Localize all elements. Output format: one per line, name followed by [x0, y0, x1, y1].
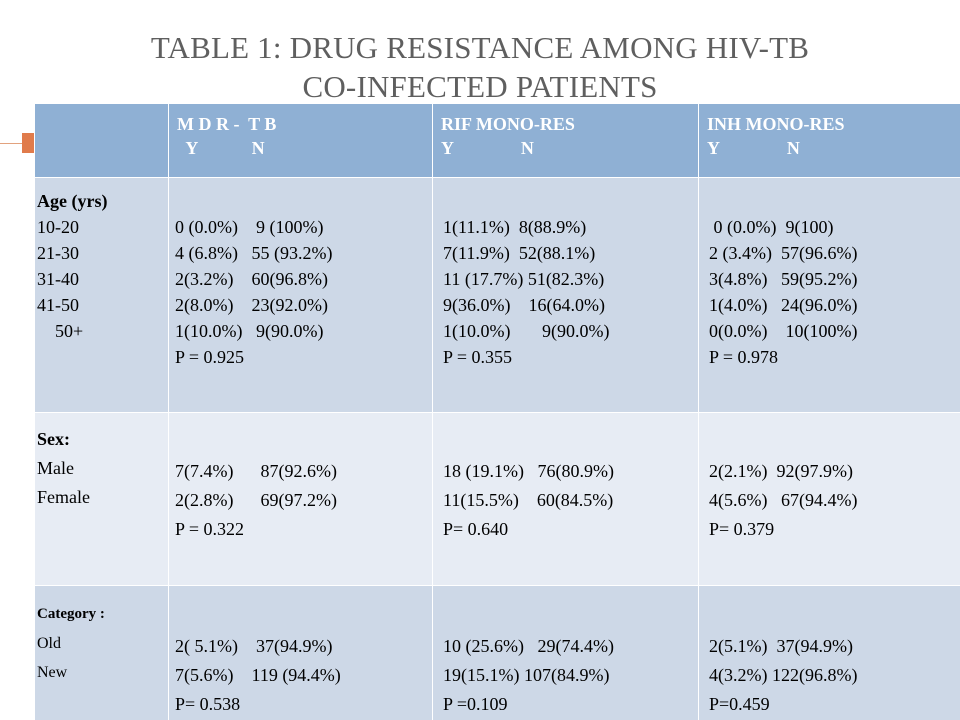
cell-value: 7(11.9%) 52(88.1%): [443, 243, 596, 263]
sex-rif-cell: 18 (19.1%) 76(80.9%) 11(15.5%) 60(84.5%)…: [432, 412, 699, 586]
p-value: P= 0.379: [709, 519, 775, 539]
cell-value: 11(15.5%) 60(84.5%): [443, 490, 614, 510]
cell-value: 1(11.1%) 8(88.9%): [443, 217, 587, 237]
accent-line: [0, 143, 34, 144]
age-rif-cell: 1(11.1%) 8(88.9%) 7(11.9%) 52(88.1%) 11 …: [432, 177, 699, 413]
cell-value: 11 (17.7%) 51(82.3%): [443, 269, 605, 289]
header-mdr-label: M D R - T B Y N: [177, 114, 277, 158]
header-inh: INH MONO-RES Y N: [698, 103, 960, 178]
cell-value: 7(5.6%) 119 (94.4%): [175, 665, 341, 685]
category-inh-cell: 2(5.1%) 37(94.9%) 4(3.2%) 122(96.8%) P=0…: [698, 585, 960, 720]
cell-value: 7(7.4%) 87(92.6%): [175, 461, 337, 481]
cell-value: 0(0.0%) 10(100%): [709, 321, 858, 341]
row-label: 50+: [37, 321, 84, 341]
cell-value: 2(2.1%) 92(97.9%): [709, 461, 853, 481]
cell-value: 4(5.6%) 67(94.4%): [709, 490, 858, 510]
cell-value: 2(5.1%) 37(94.9%): [709, 636, 853, 656]
cell-value: 2 (3.4%) 57(96.6%): [709, 243, 858, 263]
cell-value: 4 (6.8%) 55 (93.2%): [175, 243, 333, 263]
sex-label-cell: Sex: Male Female: [34, 412, 169, 586]
cell-value: 18 (19.1%) 76(80.9%): [443, 461, 614, 481]
p-value: P = 0.355: [443, 347, 512, 367]
row-label: 10-20: [37, 217, 79, 237]
row-label: 31-40: [37, 269, 79, 289]
category-label-cell: Category : Old New: [34, 585, 169, 720]
slide-title: TABLE 1: DRUG RESISTANCE AMONG HIV-TB CO…: [0, 28, 960, 106]
row-label: New: [37, 664, 68, 681]
table-row-age: Age (yrs) 10-20 21-30 31-40 41-50 50+ 0 …: [34, 177, 960, 413]
age-mdr-cell: 0 (0.0%) 9 (100%) 4 (6.8%) 55 (93.2%) 2(…: [168, 177, 433, 413]
row-title: Age (yrs): [37, 191, 108, 211]
header-inh-label: INH MONO-RES Y N: [707, 114, 845, 158]
cell-value: 1(4.0%) 24(96.0%): [709, 295, 858, 315]
cell-value: 4(3.2%) 122(96.8%): [709, 665, 858, 685]
age-label-cell: Age (yrs) 10-20 21-30 31-40 41-50 50+: [34, 177, 169, 413]
row-label: 41-50: [37, 295, 79, 315]
row-title: Category :: [37, 606, 105, 622]
cell-value: 2( 5.1%) 37(94.9%): [175, 636, 333, 656]
p-value: P = 0.925: [175, 347, 244, 367]
table-row-sex: Sex: Male Female 7(7.4%) 87(92.6%) 2(2.8…: [34, 412, 960, 586]
cell-value: 0 (0.0%) 9(100): [709, 217, 834, 237]
cell-value: 9(36.0%) 16(64.0%): [443, 295, 605, 315]
cell-value: 0 (0.0%) 9 (100%): [175, 217, 324, 237]
p-value: P =0.109: [443, 694, 508, 714]
header-empty: [34, 103, 169, 178]
cell-value: 1(10.0%) 9(90.0%): [443, 321, 610, 341]
cell-value: 2(2.8%) 69(97.2%): [175, 490, 337, 510]
category-rif-cell: 10 (25.6%) 29(74.4%) 19(15.1%) 107(84.9%…: [432, 585, 699, 720]
cell-value: 3(4.8%) 59(95.2%): [709, 269, 858, 289]
header-rif: RIF MONO-RES Y N: [432, 103, 699, 178]
row-label: Male: [37, 458, 74, 478]
row-label: 21-30: [37, 243, 79, 263]
p-value: P = 0.978: [709, 347, 778, 367]
category-mdr-cell: 2( 5.1%) 37(94.9%) 7(5.6%) 119 (94.4%) P…: [168, 585, 433, 720]
title-line-2: CO-INFECTED PATIENTS: [302, 69, 658, 104]
p-value: P=0.459: [709, 694, 770, 714]
cell-value: 1(10.0%) 9(90.0%): [175, 321, 324, 341]
row-label: Old: [37, 635, 61, 652]
p-value: P = 0.322: [175, 519, 244, 539]
p-value: P= 0.538: [175, 694, 241, 714]
cell-value: 2(3.2%) 60(96.8%): [175, 269, 328, 289]
row-label: Female: [37, 487, 90, 507]
table-row-category: Category : Old New 2( 5.1%) 37(94.9%) 7(…: [34, 585, 960, 720]
table-header-row: M D R - T B Y N RIF MONO-RES Y N INH MON…: [34, 103, 960, 178]
table-container: M D R - T B Y N RIF MONO-RES Y N INH MON…: [34, 103, 960, 720]
title-line-1: TABLE 1: DRUG RESISTANCE AMONG HIV-TB: [150, 30, 810, 65]
sex-inh-cell: 2(2.1%) 92(97.9%) 4(5.6%) 67(94.4%) P= 0…: [698, 412, 960, 586]
age-inh-cell: 0 (0.0%) 9(100) 2 (3.4%) 57(96.6%) 3(4.8…: [698, 177, 960, 413]
cell-value: 2(8.0%) 23(92.0%): [175, 295, 328, 315]
header-rif-label: RIF MONO-RES Y N: [441, 114, 575, 158]
row-title: Sex:: [37, 429, 70, 449]
drug-resistance-table: M D R - T B Y N RIF MONO-RES Y N INH MON…: [34, 103, 960, 720]
sex-mdr-cell: 7(7.4%) 87(92.6%) 2(2.8%) 69(97.2%) P = …: [168, 412, 433, 586]
p-value: P= 0.640: [443, 519, 509, 539]
cell-value: 10 (25.6%) 29(74.4%): [443, 636, 614, 656]
header-mdr: M D R - T B Y N: [168, 103, 433, 178]
cell-value: 19(15.1%) 107(84.9%): [443, 665, 610, 685]
